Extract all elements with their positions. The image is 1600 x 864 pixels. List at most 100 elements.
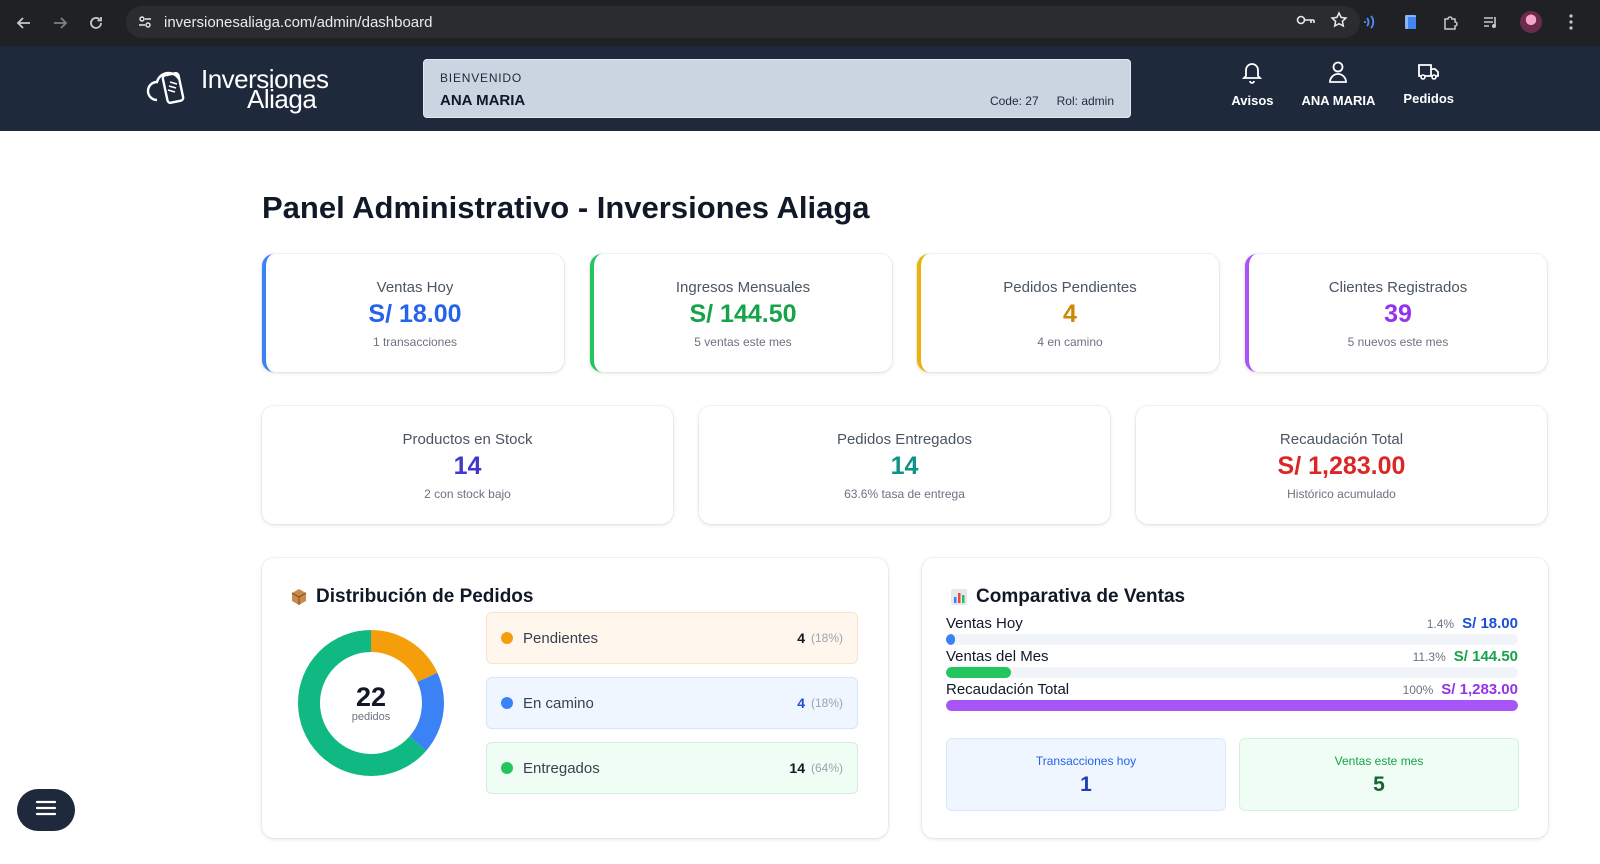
user-code: Code: 27 <box>989 94 1039 108</box>
stat-card-productos-stock: Productos en Stock 14 2 con stock bajo <box>262 406 673 524</box>
legend-pct: (18%) <box>810 696 843 710</box>
distribution-panel: Distribución de Pedidos 22 pedidos Pendi… <box>262 558 888 838</box>
address-bar[interactable]: inversionesaliaga.com/admin/dashboard <box>126 6 1360 38</box>
bar-fill <box>946 667 1011 678</box>
sales-title: Comparativa de Ventas <box>950 586 1185 608</box>
browser-menu-icon[interactable] <box>1558 9 1584 35</box>
back-icon[interactable] <box>6 5 42 41</box>
nav-user-label: ANA MARIA <box>1301 93 1376 108</box>
sales-title-text: Comparativa de Ventas <box>976 586 1186 607</box>
legend-row-entregados: Entregados 14 (64%) <box>486 742 858 794</box>
truck-icon <box>1417 60 1441 87</box>
floating-menu-button[interactable] <box>17 789 75 831</box>
welcome-box: BIENVENIDO ANA MARIA Code: 27 Rol: admin <box>423 59 1131 118</box>
bar-value: S/ 144.50 <box>1453 648 1518 665</box>
browser-toolbar: inversionesaliaga.com/admin/dashboard <box>0 0 1600 46</box>
bar-row-ventas-hoy: Ventas Hoy 1.4% S/ 18.00 <box>946 615 1518 645</box>
stat-value: S/ 1,283.00 <box>1277 452 1406 480</box>
stat-sub: 5 ventas este mes <box>694 335 792 349</box>
bar-track <box>946 667 1518 678</box>
bar-row-ventas-mes: Ventas del Mes 11.3% S/ 144.50 <box>946 648 1518 678</box>
extension-wave-icon[interactable] <box>1358 9 1384 35</box>
stat-card-recaudacion-total: Recaudación Total S/ 1,283.00 Histórico … <box>1136 406 1547 524</box>
bar-track <box>946 700 1518 711</box>
site-settings-icon[interactable] <box>130 7 160 37</box>
stat-value: 14 <box>890 452 919 480</box>
hamburger-menu-icon <box>35 800 57 821</box>
legend-count: 4 <box>797 695 805 711</box>
bar-row-recaudacion-total: Recaudación Total 100% S/ 1,283.00 <box>946 681 1518 711</box>
mini-value: 1 <box>1080 773 1092 796</box>
cloud-phone-logo-icon <box>145 66 197 111</box>
mini-card-ventas-mes: Ventas este mes 5 <box>1239 738 1519 811</box>
stat-label: Clientes Registrados <box>1328 279 1468 296</box>
reload-icon[interactable] <box>78 5 114 41</box>
stat-sub: 1 transacciones <box>372 335 458 349</box>
stat-value: 4 <box>1063 300 1077 328</box>
bar-value: S/ 1,283.00 <box>1441 681 1518 698</box>
stat-value: 39 <box>1384 300 1412 328</box>
bar-name: Recaudación Total <box>946 681 1070 698</box>
legend-dot <box>501 762 513 774</box>
stat-sub: 63.6% tasa de entrega <box>844 487 965 501</box>
stat-card-pedidos-pendientes: Pedidos Pendientes 4 4 en camino <box>917 254 1219 372</box>
logo-line1: Inversiones <box>201 63 329 94</box>
logo[interactable]: Inversiones Aliaga <box>145 63 329 114</box>
distribution-title: Distribución de Pedidos <box>290 586 533 608</box>
stat-label: Recaudación Total <box>1279 431 1404 448</box>
legend-pct: (18%) <box>810 631 843 645</box>
url-text[interactable]: inversionesaliaga.com/admin/dashboard <box>164 13 433 31</box>
nav-avisos-label: Avisos <box>1231 93 1274 108</box>
nav-avisos[interactable]: Avisos <box>1231 60 1274 108</box>
nav-pedidos[interactable]: Pedidos <box>1403 60 1454 108</box>
donut-slice-entregados <box>298 630 444 776</box>
nav-pedidos-label: Pedidos <box>1403 91 1454 106</box>
bar-pct: 1.4% <box>1426 617 1455 631</box>
nav-user[interactable]: ANA MARIA <box>1301 60 1376 108</box>
welcome-user-name: ANA MARIA <box>440 92 526 109</box>
stat-label: Pedidos Pendientes <box>1003 279 1137 296</box>
stat-sub: Histórico acumulado <box>1287 487 1396 501</box>
legend-row-en-camino: En camino 4 (18%) <box>486 677 858 729</box>
welcome-label: BIENVENIDO <box>440 71 523 85</box>
donut-slice-en-camino <box>298 630 444 776</box>
distribution-title-text: Distribución de Pedidos <box>316 586 534 607</box>
donut-total-label: pedidos <box>351 711 391 723</box>
package-icon <box>290 588 308 606</box>
mini-card-transacciones-hoy: Transacciones hoy 1 <box>946 738 1226 811</box>
star-icon[interactable] <box>1330 10 1348 34</box>
legend-row-pendientes: Pendientes 4 (18%) <box>486 612 858 664</box>
bar-chart-icon <box>950 588 968 606</box>
stat-sub: 4 en camino <box>1037 335 1103 349</box>
legend-count: 14 <box>789 760 805 776</box>
mini-label: Ventas este mes <box>1334 754 1424 768</box>
stat-sub: 2 con stock bajo <box>424 487 511 501</box>
forward-icon[interactable] <box>42 5 78 41</box>
legend-count: 4 <box>797 630 805 646</box>
mini-value: 5 <box>1373 773 1385 796</box>
stat-card-ventas-hoy: Ventas Hoy S/ 18.00 1 transacciones <box>262 254 564 372</box>
bar-track <box>946 634 1518 645</box>
user-role: Rol: admin <box>1056 94 1114 108</box>
bar-fill <box>946 700 1518 711</box>
stat-card-clientes-registrados: Clientes Registrados 39 5 nuevos este me… <box>1245 254 1547 372</box>
bar-value: S/ 18.00 <box>1462 615 1518 632</box>
page-title: Panel Administrativo - Inversiones Aliag… <box>262 190 870 225</box>
stat-label: Ingresos Mensuales <box>675 279 811 296</box>
key-icon[interactable] <box>1296 13 1316 32</box>
stat-card-pedidos-entregados: Pedidos Entregados 14 63.6% tasa de entr… <box>699 406 1110 524</box>
legend-name: En camino <box>523 694 594 712</box>
mini-label: Transacciones hoy <box>1035 754 1137 768</box>
stat-label: Pedidos Entregados <box>836 431 973 448</box>
logo-line2: Aliaga <box>247 83 317 114</box>
extension-document-icon[interactable] <box>1398 9 1424 35</box>
stat-card-ingresos-mensuales: Ingresos Mensuales S/ 144.50 5 ventas es… <box>590 254 892 372</box>
media-controls-icon[interactable] <box>1478 9 1504 35</box>
legend-dot <box>501 632 513 644</box>
profile-avatar-icon[interactable] <box>1518 9 1544 35</box>
bell-icon <box>1241 60 1263 89</box>
bar-pct: 100% <box>1402 683 1434 697</box>
sales-panel: Comparativa de Ventas Ventas Hoy 1.4% S/… <box>922 558 1548 838</box>
bar-name: Ventas Hoy <box>946 615 1023 632</box>
extensions-puzzle-icon[interactable] <box>1438 9 1464 35</box>
